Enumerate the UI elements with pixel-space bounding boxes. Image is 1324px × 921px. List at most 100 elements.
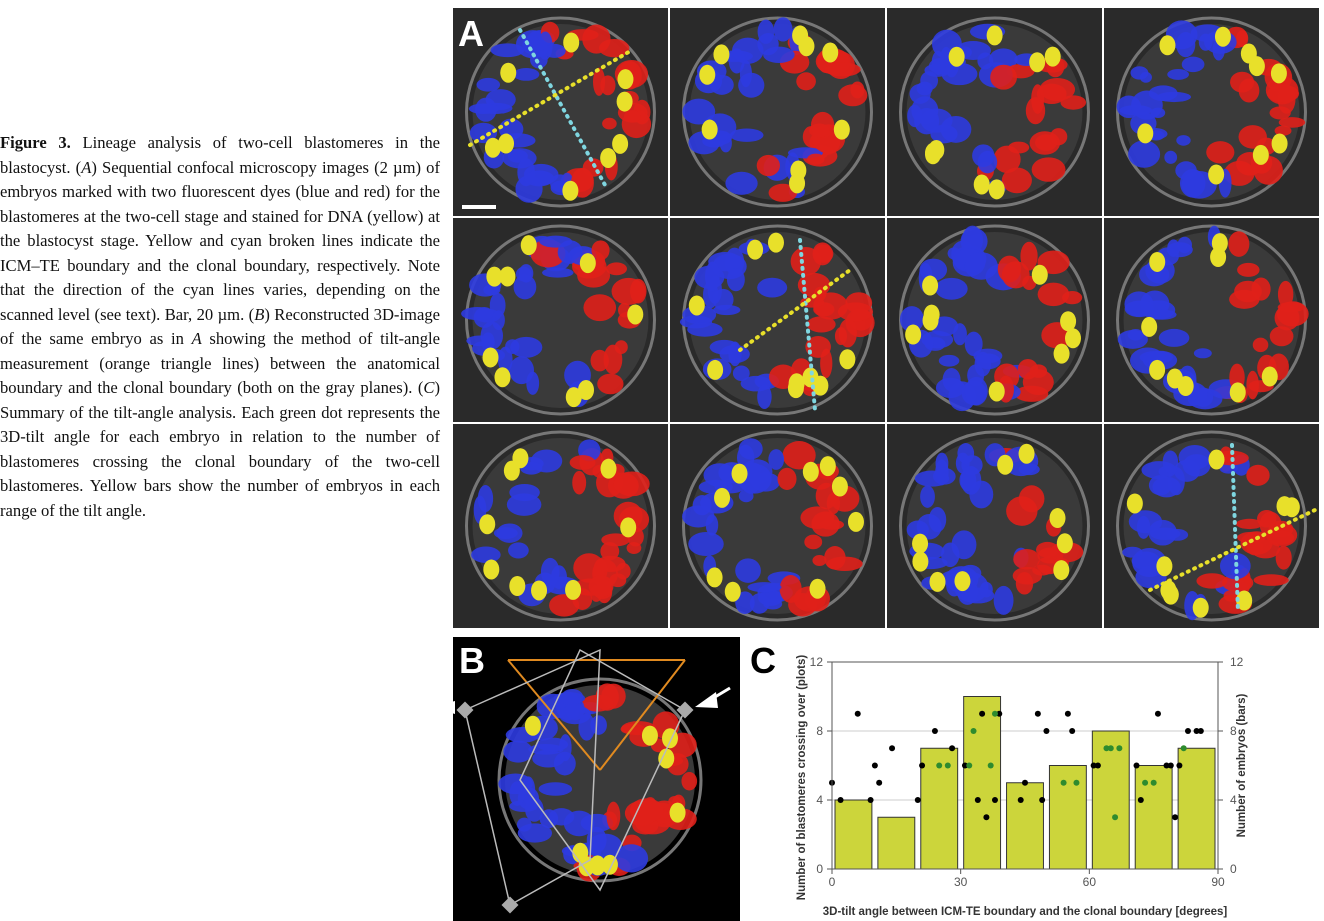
nucleus <box>1019 444 1035 464</box>
cell-blob <box>739 490 754 503</box>
point <box>1073 780 1079 786</box>
cell-blob <box>824 546 846 570</box>
nucleus <box>500 63 516 83</box>
cell-blob <box>1164 151 1177 164</box>
nucleus <box>747 240 763 260</box>
nucleus <box>788 378 804 398</box>
nucleus <box>670 803 686 823</box>
nucleus <box>714 488 730 508</box>
nucleus <box>1060 311 1076 331</box>
point <box>1039 797 1045 803</box>
bar <box>1049 766 1086 870</box>
point <box>945 763 951 769</box>
cell-blob <box>624 110 641 123</box>
nucleus <box>494 367 510 387</box>
nucleus <box>1208 165 1224 185</box>
nucleus <box>803 462 819 482</box>
nucleus <box>792 25 808 45</box>
cell-blob <box>1277 301 1309 326</box>
cell-blob <box>596 683 619 710</box>
cell-blob <box>542 268 573 278</box>
nucleus <box>789 173 805 193</box>
point <box>1181 745 1187 751</box>
cell-blob <box>1237 263 1259 277</box>
cell-blob <box>1267 85 1299 103</box>
point <box>936 763 942 769</box>
cell-blob <box>1199 34 1213 51</box>
cell-blob <box>508 542 529 558</box>
nucleus <box>1032 265 1048 285</box>
cell-blob <box>1122 547 1142 558</box>
nucleus <box>498 134 514 154</box>
cell-blob <box>572 471 586 495</box>
cell-blob <box>732 38 764 64</box>
nucleus <box>1230 382 1246 402</box>
cell-blob <box>733 365 750 381</box>
point <box>838 797 844 803</box>
cell-blob <box>796 72 816 90</box>
nucleus <box>987 25 1003 45</box>
point <box>1172 814 1178 820</box>
point <box>1138 797 1144 803</box>
nucleus <box>832 477 848 497</box>
cell-blob <box>1182 57 1205 73</box>
cell-blob <box>763 47 795 63</box>
y-tick-label: 4 <box>816 793 823 807</box>
cell-blob <box>936 378 965 398</box>
nucleus <box>1050 508 1066 528</box>
cell-blob <box>838 84 867 106</box>
page: Figure 3. Lineage analysis of two-cell b… <box>0 0 1324 921</box>
cell-blob <box>961 466 982 495</box>
nucleus <box>1159 35 1175 55</box>
nucleus <box>1149 252 1165 272</box>
nucleus <box>989 179 1005 199</box>
nucleus <box>699 65 715 85</box>
point <box>855 711 861 717</box>
nucleus <box>810 579 826 599</box>
point <box>1095 763 1101 769</box>
nucleus <box>997 455 1013 475</box>
point <box>1134 763 1140 769</box>
cell-blob <box>1159 329 1190 347</box>
cell-blob <box>589 575 614 597</box>
cell-blob <box>758 590 783 606</box>
nucleus <box>707 567 723 587</box>
cell-blob <box>965 377 988 406</box>
nucleus <box>689 295 705 315</box>
nucleus <box>1141 317 1157 337</box>
cell-blob <box>1128 140 1160 167</box>
cell-blob <box>1230 72 1254 93</box>
nucleus <box>1127 493 1143 513</box>
point <box>992 711 998 717</box>
nucleus <box>949 47 965 67</box>
point <box>979 711 985 717</box>
cell-blob <box>941 63 977 85</box>
point <box>1043 728 1049 734</box>
cell-blob <box>994 586 1014 615</box>
y-tick-label: 8 <box>816 724 823 738</box>
nucleus <box>658 748 674 768</box>
cell-blob <box>809 123 829 137</box>
point <box>983 814 989 820</box>
point <box>1022 780 1028 786</box>
y-tick-label: 12 <box>810 655 824 669</box>
cell-blob <box>491 43 525 57</box>
point <box>1108 745 1114 751</box>
cell-blob <box>1167 239 1180 257</box>
cell-blob <box>1183 454 1211 476</box>
cell-blob <box>1031 84 1044 114</box>
cell-blob <box>602 118 617 130</box>
nucleus <box>820 456 836 476</box>
point <box>1142 780 1148 786</box>
cell-blob <box>917 82 933 96</box>
cell-blob <box>1254 574 1289 586</box>
cell-blob <box>497 523 523 542</box>
panel-label: B <box>459 640 485 681</box>
nucleus <box>483 347 499 367</box>
cell-blob <box>630 798 664 822</box>
cell-blob <box>559 705 591 724</box>
nucleus <box>702 120 718 140</box>
point <box>1112 814 1118 820</box>
cell-blob <box>1013 549 1040 570</box>
point <box>919 763 925 769</box>
